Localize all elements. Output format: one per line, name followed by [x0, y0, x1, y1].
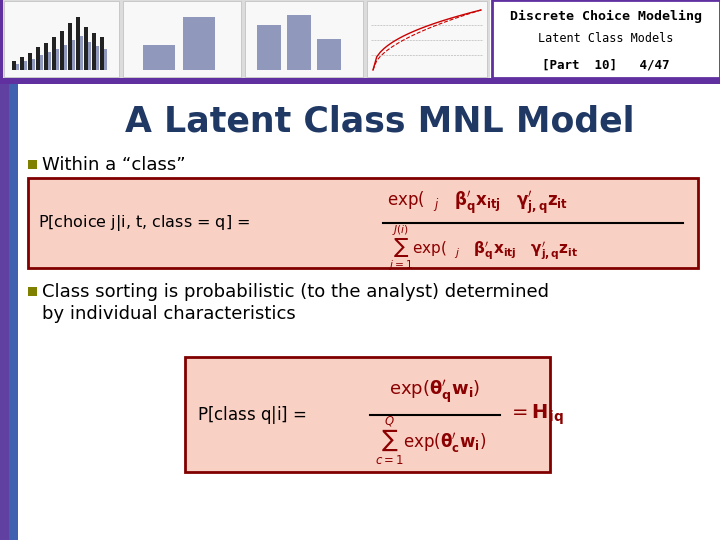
Bar — [84, 27, 88, 70]
Bar — [88, 42, 91, 70]
Text: Latent Class Models: Latent Class Models — [539, 32, 674, 45]
Bar — [104, 49, 107, 70]
Bar — [28, 287, 37, 296]
Bar — [76, 17, 79, 70]
Bar — [9, 84, 18, 540]
Text: Within a “class”: Within a “class” — [42, 156, 186, 174]
Bar — [183, 17, 215, 70]
Text: P[choice j$|$i, t, class = q] =: P[choice j$|$i, t, class = q] = — [38, 213, 251, 233]
Text: $= \mathbf{H_{iq}}$: $= \mathbf{H_{iq}}$ — [508, 402, 564, 427]
Bar — [28, 53, 32, 70]
Bar — [123, 1, 241, 77]
Bar — [60, 31, 63, 70]
Text: by individual characteristics: by individual characteristics — [42, 305, 296, 323]
Bar — [245, 1, 363, 77]
Bar — [367, 1, 487, 77]
Bar — [92, 33, 96, 70]
Bar — [63, 45, 67, 70]
Bar — [317, 39, 341, 70]
Text: P[class q$|$i] =: P[class q$|$i] = — [197, 403, 307, 426]
Bar — [0, 84, 9, 540]
Bar — [32, 59, 35, 70]
FancyBboxPatch shape — [28, 178, 698, 268]
Bar — [48, 52, 51, 70]
Bar — [96, 46, 99, 70]
Bar — [4, 1, 119, 77]
Bar — [16, 64, 19, 70]
Bar — [20, 57, 24, 70]
Bar — [36, 47, 40, 70]
Text: $\sum_{j=1}^{J(i)}$exp(  $_{j}$   $\mathbf{\beta_{q}^{\prime}x_{itj}}$   $\mathb: $\sum_{j=1}^{J(i)}$exp( $_{j}$ $\mathbf{… — [388, 223, 578, 273]
Text: [Part  10]   4/47: [Part 10] 4/47 — [542, 58, 670, 71]
Text: A Latent Class MNL Model: A Latent Class MNL Model — [125, 105, 635, 139]
Bar — [52, 37, 55, 70]
Bar — [492, 0, 720, 78]
Text: $\sum_{c=1}^{Q}$exp($\mathbf{\theta_{c}^{\prime}w_{i}}$): $\sum_{c=1}^{Q}$exp($\mathbf{\theta_{c}^… — [375, 414, 486, 467]
Bar — [44, 43, 48, 70]
Bar — [143, 45, 175, 70]
Bar — [287, 15, 311, 70]
Text: Class sorting is probabilistic (to the analyst) determined: Class sorting is probabilistic (to the a… — [42, 283, 549, 301]
Text: Discrete Choice Modeling: Discrete Choice Modeling — [510, 10, 702, 23]
Bar — [0, 0, 490, 78]
Bar — [68, 23, 71, 70]
Bar — [79, 36, 83, 70]
Bar — [71, 39, 75, 70]
Bar — [55, 49, 59, 70]
Bar — [257, 25, 281, 70]
Bar — [28, 160, 37, 169]
Text: exp($\mathbf{\theta_{q}^{\prime}w_{i}}$): exp($\mathbf{\theta_{q}^{\prime}w_{i}}$) — [390, 379, 481, 406]
Bar — [0, 78, 720, 84]
Bar — [40, 55, 43, 70]
FancyBboxPatch shape — [185, 357, 550, 472]
Bar — [24, 62, 27, 70]
Text: exp(  $_{j}$   $\mathbf{\beta_{q}^{\prime}x_{itj}}$   $\mathbf{\gamma_{j,q}^{\pr: exp( $_{j}$ $\mathbf{\beta_{q}^{\prime}x… — [387, 190, 569, 217]
Bar — [12, 61, 16, 70]
Bar — [0, 0, 3, 78]
Bar — [100, 37, 104, 70]
